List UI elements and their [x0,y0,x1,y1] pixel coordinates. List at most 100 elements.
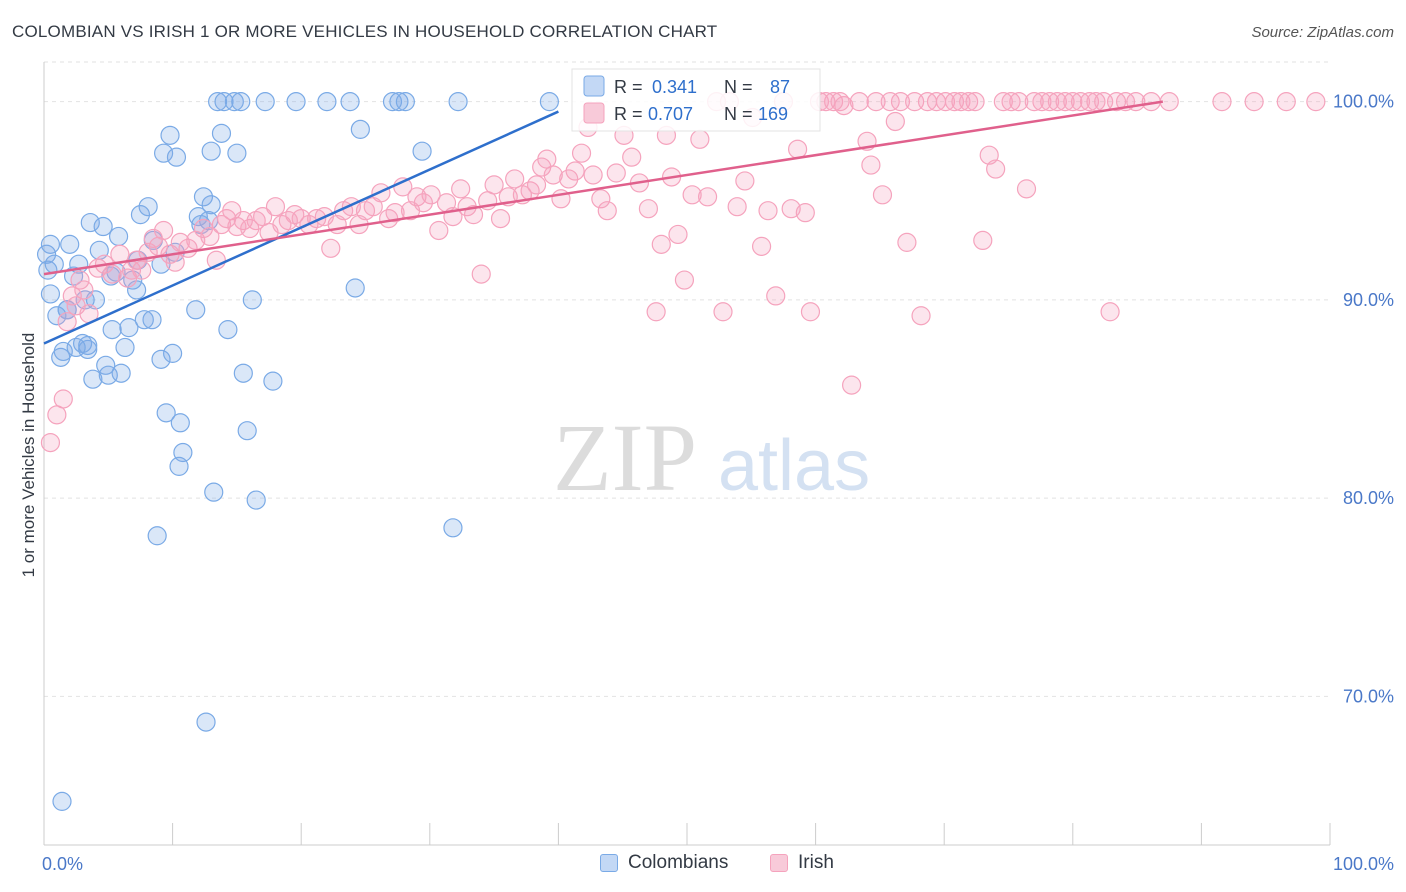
point-irish-102 [713,302,733,322]
point-colombians-53 [204,482,224,502]
point-colombians-58 [224,92,244,112]
point-colombians-67 [286,92,306,112]
point-irish-3 [57,312,77,332]
point-irish-162 [1212,92,1232,112]
stats-n-value-colombians: 87 [770,77,790,97]
point-colombians-36 [151,349,171,369]
stats-r-value-irish: 0.707 [648,104,693,124]
point-irish-135 [944,92,965,112]
stats-box-background [571,68,821,132]
point-colombians-19 [93,216,113,237]
watermark-zip: ZIP [553,404,697,511]
point-colombians-24 [108,226,129,247]
point-irish-156 [1100,302,1120,322]
point-colombians-46 [186,300,206,320]
point-colombians-38 [156,403,176,423]
point-irish-129 [897,232,917,252]
stats-swatch-colombians [583,75,605,97]
point-irish-165 [1306,92,1326,112]
y-axis-label: 1 or more Vehicles in Household [19,333,38,578]
point-colombians-30 [130,205,151,225]
point-colombians-45 [169,456,189,476]
point-colombians-40 [163,343,183,363]
point-irish-153 [1079,92,1100,112]
point-irish-144 [1009,92,1029,112]
stats-swatch-irish [583,102,605,124]
point-irish-127 [885,111,905,132]
point-irish-117 [824,92,844,112]
point-irish-91 [638,199,659,219]
point-irish-38 [265,197,286,217]
point-colombians-48 [193,187,214,207]
trend-line-irish [43,100,1164,276]
point-irish-20 [153,220,174,241]
point-irish-25 [186,230,206,251]
point-colombians-63 [242,290,262,310]
watermark-atlas: atlas [718,426,870,506]
point-irish-139 [973,230,993,251]
legend-label-irish: Irish [798,852,834,873]
point-irish-80 [559,169,579,189]
point-irish-111 [781,199,801,219]
point-irish-137 [959,92,979,112]
point-irish-99 [690,129,710,149]
point-irish-108 [758,201,778,221]
legend-swatch-irish [770,854,788,872]
point-colombians-79 [40,234,61,254]
point-colombians-0 [36,244,57,264]
point-colombians-25 [111,363,131,383]
point-irish-107 [751,236,772,256]
point-irish-86 [597,201,617,221]
point-colombians-71 [350,119,370,139]
point-irish-60 [421,185,441,205]
point-irish-29 [211,214,232,235]
point-colombians-32 [138,197,158,217]
point-irish-154 [1086,92,1106,112]
legend-label-colombians: Colombians [628,852,729,873]
point-irish-26 [193,218,214,239]
point-colombians-73 [389,92,409,112]
point-colombians-81 [78,335,98,356]
point-colombians-69 [340,92,360,112]
point-irish-7 [74,280,94,300]
point-colombians-49 [196,712,216,732]
point-irish-100 [697,187,718,207]
series-irish [40,92,1326,453]
point-colombians-4 [47,306,67,326]
point-colombians-2 [40,284,61,304]
point-irish-0 [40,432,61,453]
stats-r-label-irish: R = [614,104,643,124]
legend-item-irish: Irish [770,852,834,874]
point-irish-27 [200,226,220,247]
point-irish-4 [62,286,82,306]
point-irish-70 [490,209,511,229]
point-colombians-85 [52,791,72,811]
y-tick-label-1: 90.0% [1343,290,1394,310]
point-colombians-61 [233,363,253,383]
source-credit: Source: ZipAtlas.com [1251,24,1394,41]
point-colombians-59 [227,143,247,163]
point-colombians-43 [170,413,190,433]
point-colombians-31 [134,310,154,330]
point-colombians-33 [142,310,162,330]
chart-title: COLOMBIAN VS IRISH 1 OR MORE VEHICLES IN… [12,22,718,41]
stats-r-value-colombians: 0.341 [652,77,697,97]
point-irish-128 [890,92,911,112]
point-irish-84 [583,165,603,185]
point-irish-138 [965,92,985,112]
point-irish-161 [1159,92,1179,112]
point-colombians-22 [102,320,122,340]
x-tick-label-1: 100.0% [1333,854,1394,874]
point-colombians-76 [443,518,463,538]
legend-item-colombians: Colombians [600,852,728,874]
point-irish-163 [1244,92,1264,112]
point-colombians-52 [201,141,221,161]
point-irish-93 [651,234,671,254]
point-colombians-74 [395,92,415,112]
y-tick-label-0: 100.0% [1333,92,1394,112]
point-irish-16 [132,260,152,280]
series-colombians [36,92,559,811]
point-irish-109 [766,286,786,306]
point-irish-148 [1040,92,1060,112]
